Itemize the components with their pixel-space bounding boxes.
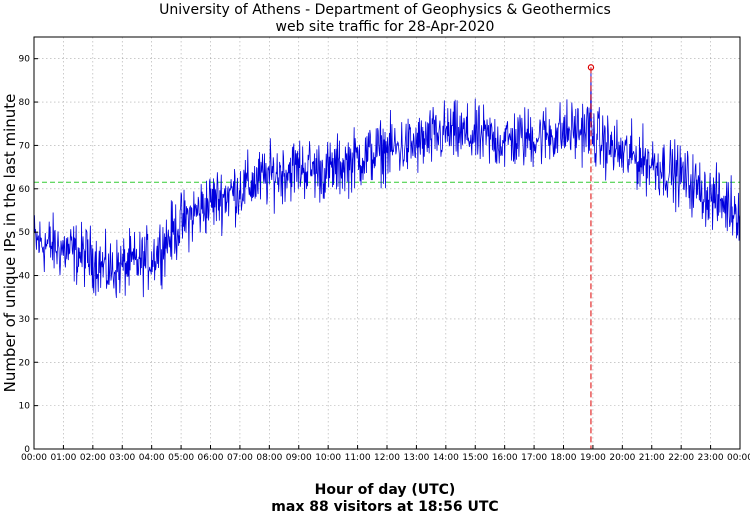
x-tick-label: 11:00 bbox=[345, 453, 371, 463]
x-tick-label: 06:00 bbox=[198, 453, 224, 463]
x-tick-label: 00:00 bbox=[727, 453, 750, 463]
x-tick-label: 23:00 bbox=[698, 453, 724, 463]
y-tick-label: 40 bbox=[19, 272, 31, 282]
x-tick-label: 07:00 bbox=[227, 453, 253, 463]
y-tick-label: 80 bbox=[19, 98, 31, 108]
chart-title-line1: University of Athens - Department of Geo… bbox=[159, 2, 611, 18]
y-tick-label: 50 bbox=[19, 228, 31, 238]
y-tick-label: 20 bbox=[19, 358, 31, 368]
x-tick-label: 16:00 bbox=[492, 453, 518, 463]
x-tick-label: 08:00 bbox=[256, 453, 282, 463]
series-group bbox=[33, 67, 741, 298]
y-tick-label: 60 bbox=[19, 185, 31, 195]
y-tick-label: 0 bbox=[24, 445, 30, 455]
x-tick-label: 17:00 bbox=[521, 453, 547, 463]
max-point-marker bbox=[587, 64, 595, 71]
x-tick-label: 02:00 bbox=[80, 453, 106, 463]
x-tick-label: 12:00 bbox=[374, 453, 400, 463]
series-line bbox=[33, 67, 741, 298]
x-tick-label: 20:00 bbox=[609, 453, 635, 463]
x-tick-label: 14:00 bbox=[433, 453, 459, 463]
y-tick-label: 30 bbox=[19, 315, 31, 325]
tick-group: 00:00 01:00 02:00 03:00 04:00 05:00 06:00 07:00… bbox=[19, 55, 750, 463]
chart-title-line2: web site traffic for 28-Apr-2020 bbox=[276, 19, 495, 35]
x-tick-label: 21:00 bbox=[639, 453, 665, 463]
x-axis-label: Hour of day (UTC) bbox=[315, 482, 456, 498]
y-axis-label: Number of unique IPs in the last minute bbox=[1, 94, 19, 393]
x-tick-label: 10:00 bbox=[315, 453, 341, 463]
x-tick-label: 09:00 bbox=[286, 453, 312, 463]
x-tick-label: 05:00 bbox=[168, 453, 194, 463]
x-tick-label: 18:00 bbox=[551, 453, 577, 463]
x-tick-label: 04:00 bbox=[139, 453, 165, 463]
x-tick-label: 15:00 bbox=[462, 453, 488, 463]
y-tick-label: 70 bbox=[19, 141, 31, 151]
x-tick-label: 03:00 bbox=[109, 453, 135, 463]
x-tick-label: 01:00 bbox=[50, 453, 76, 463]
y-tick-label: 90 bbox=[19, 55, 31, 65]
chart-footer: max 88 visitors at 18:56 UTC bbox=[271, 499, 498, 515]
x-tick-label: 19:00 bbox=[580, 453, 606, 463]
grid-lines bbox=[34, 37, 740, 449]
marker-group bbox=[587, 64, 595, 449]
y-tick-label: 10 bbox=[19, 402, 31, 412]
x-tick-label: 22:00 bbox=[668, 453, 694, 463]
x-tick-label: 00:00 bbox=[21, 453, 47, 463]
x-tick-label: 13:00 bbox=[403, 453, 429, 463]
